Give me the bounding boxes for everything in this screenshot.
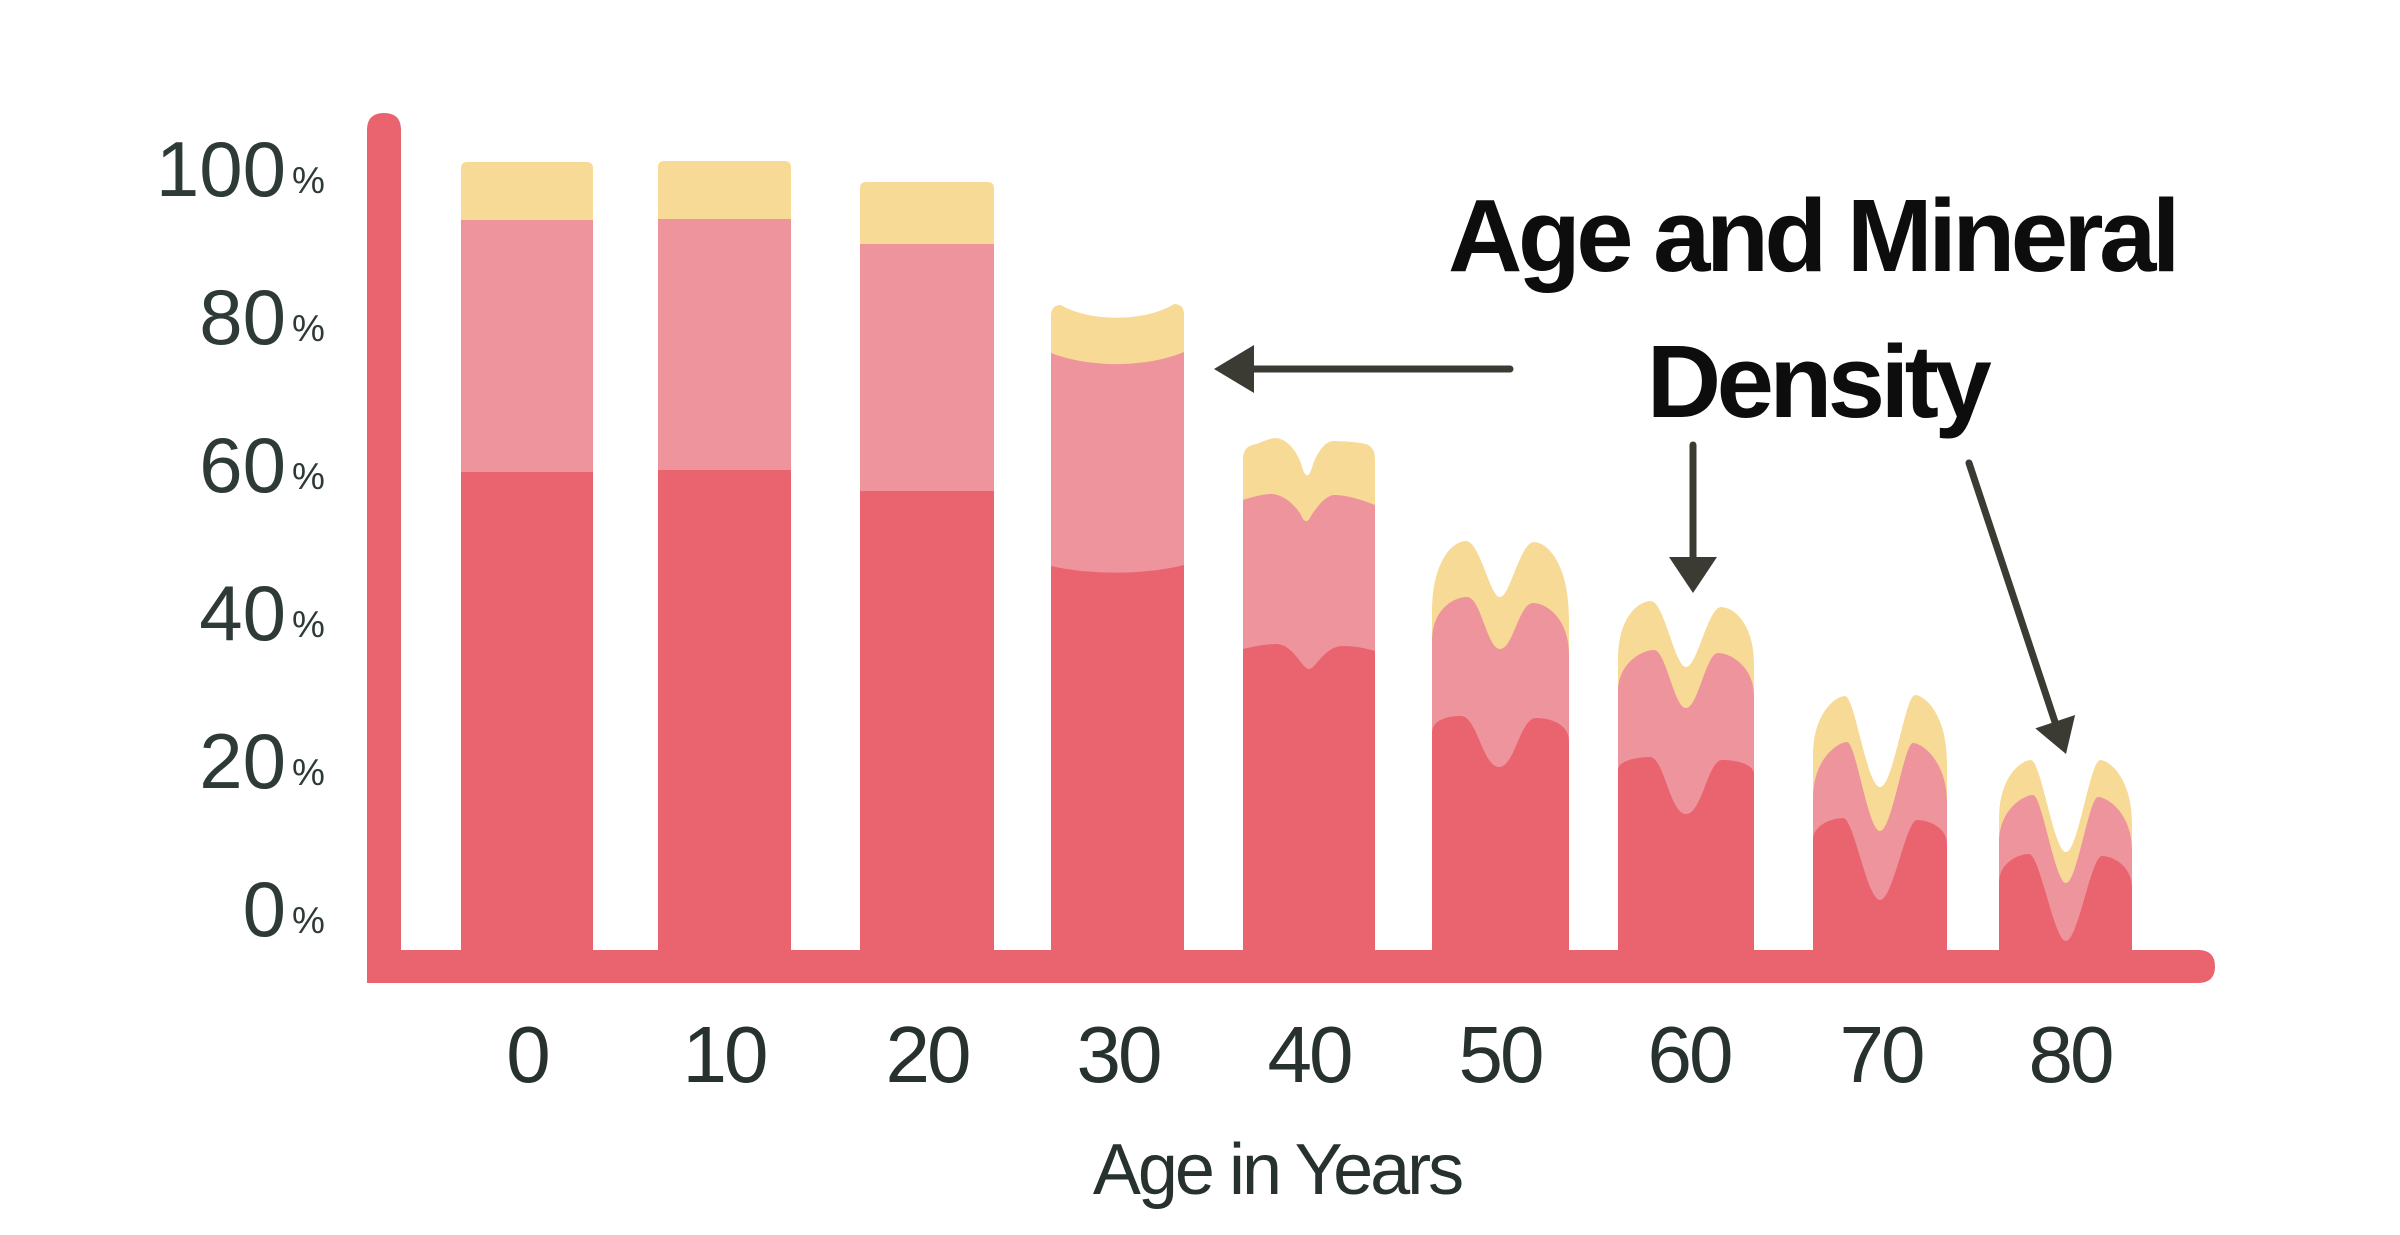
svg-text:40: 40: [1268, 1010, 1351, 1099]
svg-text:%: %: [292, 456, 325, 497]
svg-text:%: %: [292, 604, 325, 645]
svg-text:20: 20: [886, 1010, 969, 1099]
svg-text:70: 70: [1840, 1010, 1923, 1099]
svg-text:0: 0: [243, 865, 286, 953]
svg-text:80: 80: [2029, 1010, 2112, 1099]
svg-text:Age and Mineral: Age and Mineral: [1448, 178, 2176, 293]
svg-text:0: 0: [506, 1010, 548, 1099]
svg-text:80: 80: [199, 273, 286, 361]
svg-text:%: %: [292, 308, 325, 349]
svg-text:50: 50: [1459, 1010, 1542, 1099]
svg-text:40: 40: [199, 569, 286, 657]
svg-text:30: 30: [1077, 1010, 1160, 1099]
svg-text:10: 10: [683, 1010, 766, 1099]
svg-text:100: 100: [156, 125, 286, 213]
svg-text:Density: Density: [1647, 324, 1992, 439]
svg-text:Age in Years: Age in Years: [1093, 1130, 1462, 1210]
svg-text:60: 60: [199, 421, 286, 509]
svg-text:%: %: [292, 752, 325, 793]
svg-text:60: 60: [1648, 1010, 1731, 1099]
svg-text:%: %: [292, 900, 325, 941]
svg-text:20: 20: [199, 717, 286, 805]
svg-text:%: %: [292, 160, 325, 201]
